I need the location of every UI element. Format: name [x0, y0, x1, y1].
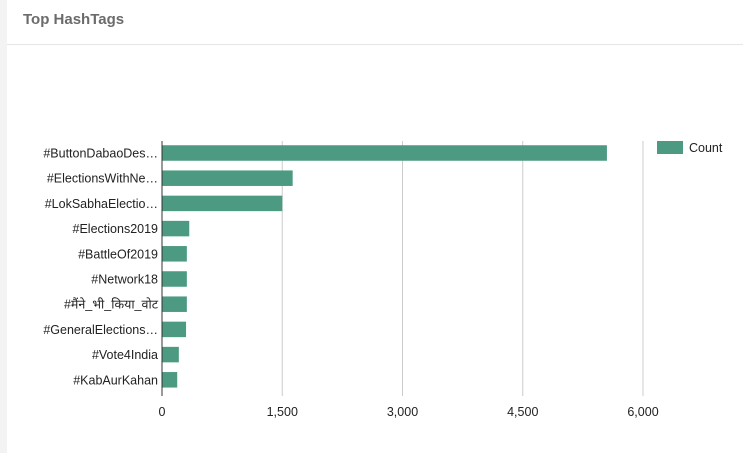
category-label-2: #LokSabhaElectio…: [45, 197, 158, 211]
bar-3[interactable]: [162, 220, 190, 237]
category-label-9: #KabAurKahan: [73, 373, 158, 387]
bar-2[interactable]: [162, 195, 283, 212]
bar-8[interactable]: [162, 346, 179, 363]
bar-layer: [162, 145, 607, 388]
hashtag-bar-chart: 0 1,500 3,000 4,500 6,000 #ButtonDabaoDes… #El…: [43, 141, 723, 419]
panel-header: Top HashTags: [7, 0, 743, 45]
category-label-0: #ButtonDabaoDes…: [43, 147, 158, 161]
bar-7[interactable]: [162, 321, 187, 338]
hashtags-panel: Top HashTags 0 1,500 3,000 4,500 6,000 #Butto…: [7, 0, 743, 453]
category-label-4: #BattleOf2019: [78, 247, 158, 261]
category-label-7: #GeneralElections…: [43, 323, 158, 337]
category-label-5: #Network18: [91, 273, 158, 287]
category-label-3: #Elections2019: [73, 222, 159, 236]
legend: Count: [657, 141, 723, 155]
grid-layer: [281, 141, 644, 396]
x-tick-label-1500: 1,500: [267, 405, 298, 419]
panel-title: Top HashTags: [23, 11, 125, 28]
category-label-8: #Vote4India: [92, 348, 158, 362]
legend-swatch-count: [657, 141, 683, 154]
category-label-1: #ElectionsWithNe…: [47, 172, 158, 186]
x-tick-label-6000: 6,000: [627, 405, 658, 419]
bar-9[interactable]: [162, 372, 178, 388]
bar-6[interactable]: [162, 296, 187, 312]
x-tick-label-0: 0: [159, 405, 166, 419]
bar-5[interactable]: [162, 271, 187, 287]
legend-label-count: Count: [689, 141, 723, 155]
x-tick-label-4500: 4,500: [507, 405, 538, 419]
bar-0[interactable]: [162, 145, 607, 161]
bar-1[interactable]: [162, 170, 293, 186]
axis-layer: 0 1,500 3,000 4,500 6,000 #ButtonDabaoDes… #El…: [43, 141, 659, 419]
x-tick-label-3000: 3,000: [387, 405, 418, 419]
bar-4[interactable]: [162, 246, 187, 262]
category-label-6: #मैंने_भी_किया_वोट: [64, 297, 159, 312]
